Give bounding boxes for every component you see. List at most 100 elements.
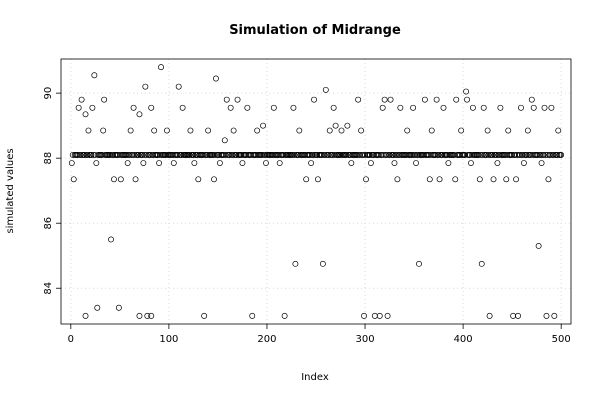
data-point (239, 160, 246, 166)
data-point (391, 160, 398, 166)
data-point (490, 176, 497, 183)
data-point (538, 160, 545, 166)
data-point (170, 160, 177, 166)
data-point (440, 104, 447, 111)
data-point (82, 111, 89, 118)
data-point (510, 312, 517, 319)
x-tick-label: 0 (68, 334, 74, 345)
data-point (387, 96, 394, 103)
data-point (325, 151, 332, 158)
data-point (515, 312, 521, 319)
y-tick-label: 90 (43, 87, 54, 100)
data-point (187, 127, 194, 134)
data-point (148, 312, 155, 319)
data-point (452, 176, 459, 183)
data-point (497, 104, 504, 111)
data-point (263, 160, 269, 166)
data-point (234, 96, 241, 103)
data-point (503, 176, 510, 183)
data-point (142, 83, 149, 90)
data-point (94, 304, 101, 311)
data-point (494, 160, 501, 166)
data-point (338, 127, 345, 134)
data-point (144, 312, 151, 319)
data-point (108, 236, 114, 243)
data-point (77, 151, 84, 158)
data-point (93, 160, 100, 166)
data-point (319, 260, 326, 267)
data-point (223, 96, 230, 103)
data-point (191, 160, 198, 166)
data-point (276, 160, 283, 166)
x-axis-label: Index (301, 372, 329, 383)
data-point (115, 304, 122, 311)
data-point (519, 151, 526, 158)
data-point (140, 160, 147, 166)
data-point (475, 151, 482, 158)
data-point (550, 151, 557, 158)
data-point (541, 104, 548, 111)
data-point (117, 176, 124, 183)
data-point (292, 260, 299, 267)
data-point (332, 122, 339, 129)
data-point (136, 111, 143, 118)
y-axis-label: simulated values (5, 148, 16, 233)
data-point (230, 127, 237, 134)
data-point (479, 151, 486, 158)
data-point (478, 260, 485, 267)
data-point (468, 160, 474, 166)
points-layer (68, 64, 565, 319)
data-point (463, 88, 470, 95)
data-point (201, 312, 208, 319)
data-point (221, 137, 228, 144)
data-point (195, 176, 202, 183)
data-point (469, 104, 476, 111)
data-point (363, 176, 369, 183)
data-point (163, 127, 170, 134)
data-point (518, 104, 524, 111)
data-point (433, 96, 440, 103)
data-point (524, 127, 531, 134)
data-point (82, 312, 89, 319)
grid-layer (61, 59, 571, 324)
data-point (523, 151, 530, 158)
data-point (535, 243, 542, 249)
y-tick-label: 88 (43, 152, 54, 165)
data-point (190, 151, 197, 158)
data-point (135, 151, 142, 158)
data-point (91, 72, 98, 79)
data-point (222, 151, 229, 158)
data-point (216, 160, 223, 166)
data-point (156, 160, 163, 166)
data-point (75, 104, 82, 111)
data-point (70, 176, 77, 183)
data-point (127, 127, 134, 134)
data-point (322, 86, 329, 93)
data-point (458, 127, 465, 134)
data-point (371, 312, 378, 319)
data-point (381, 96, 388, 103)
data-point (229, 151, 236, 158)
data-point (480, 104, 487, 111)
data-point (343, 151, 350, 158)
data-point (85, 127, 92, 134)
data-point (249, 312, 256, 319)
data-point (428, 127, 435, 134)
data-point (205, 127, 212, 134)
data-point (303, 176, 310, 183)
data-point (436, 176, 443, 183)
data-point (530, 104, 537, 111)
y-tick-label: 86 (43, 217, 54, 230)
data-point (290, 104, 297, 111)
x-tick-label: 200 (257, 334, 276, 345)
axes-layer: 0 100 200 300 400 500 84 86 88 90 (43, 87, 571, 345)
data-point (489, 151, 496, 158)
data-point (484, 127, 491, 134)
data-point (520, 160, 527, 166)
data-point (376, 312, 383, 319)
data-point (330, 104, 337, 111)
data-point (321, 151, 328, 158)
data-point (394, 176, 401, 183)
data-point (513, 176, 520, 183)
